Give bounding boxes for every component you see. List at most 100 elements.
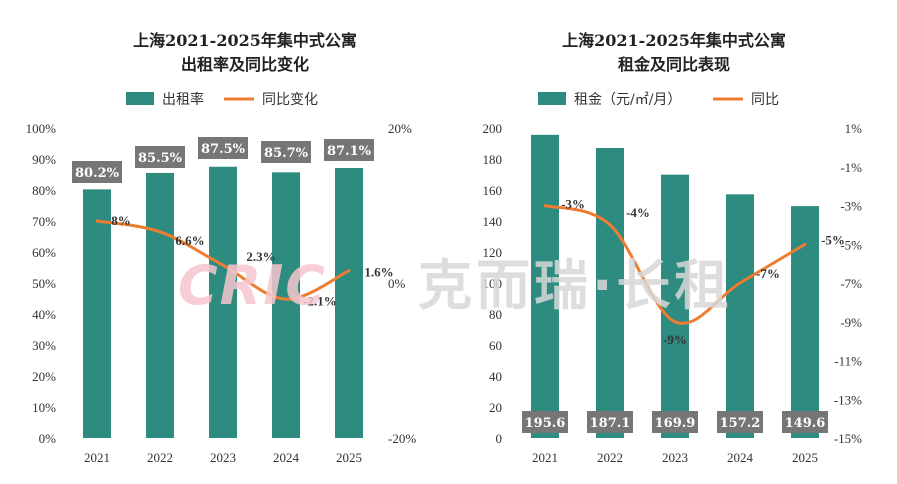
y-tick-label: 50% bbox=[32, 276, 56, 291]
bar-value-badge bbox=[72, 161, 122, 183]
bar-value-badge bbox=[522, 411, 568, 433]
y-tick-label: 90% bbox=[32, 152, 56, 167]
bar-value-label: 149.6 bbox=[785, 416, 826, 431]
y-tick-label: 80 bbox=[489, 307, 502, 322]
x-tick-label: 2021 bbox=[532, 450, 558, 465]
x-tick-label: 2024 bbox=[273, 450, 300, 465]
bar bbox=[791, 206, 819, 438]
y-tick-label: 140 bbox=[483, 214, 503, 229]
bar-value-label: 157.2 bbox=[720, 416, 761, 431]
y-tick-label: 40 bbox=[489, 369, 502, 384]
x-tick-label: 2023 bbox=[210, 450, 236, 465]
y-tick-label: 120 bbox=[483, 245, 503, 260]
y-tick-label: 100 bbox=[483, 276, 503, 291]
bar bbox=[726, 194, 754, 438]
bar-value-badge bbox=[135, 146, 185, 168]
line-value-label: 1.6% bbox=[364, 265, 393, 280]
bar-value-label: 187.1 bbox=[590, 416, 631, 431]
bar-value-label: 195.6 bbox=[525, 416, 566, 431]
bar bbox=[661, 174, 689, 438]
watermark: CRIC 克而瑞·长租 bbox=[178, 254, 733, 317]
bar bbox=[209, 166, 237, 438]
bar-value-label: 87.5% bbox=[201, 142, 246, 157]
y2-tick-label: 1% bbox=[845, 121, 863, 136]
bar bbox=[146, 172, 174, 438]
y2-tick-label: -7% bbox=[840, 276, 862, 291]
watermark-logo: CRIC bbox=[178, 254, 327, 317]
chart-title-line: 出租率及同比变化 bbox=[181, 55, 309, 74]
line-value-label: 2.3% bbox=[246, 249, 275, 264]
x-tick-label: 2025 bbox=[336, 450, 362, 465]
y-tick-label: 100% bbox=[26, 121, 57, 136]
bar bbox=[531, 134, 559, 438]
bar-value-badge bbox=[261, 141, 311, 163]
line-value-label: -3% bbox=[561, 197, 585, 212]
line-value-label: 6.6% bbox=[175, 233, 204, 248]
y2-tick-label: -20% bbox=[388, 431, 416, 446]
x-tick-label: 2022 bbox=[597, 450, 623, 465]
x-tick-label: 2021 bbox=[84, 450, 110, 465]
y2-tick-label: -11% bbox=[834, 354, 862, 369]
y2-tick-label: -13% bbox=[834, 392, 862, 407]
legend-bar-label: 出租率 bbox=[162, 91, 204, 108]
line-value-label: -7% bbox=[756, 266, 780, 281]
bar bbox=[272, 172, 300, 438]
bar-value-badge bbox=[717, 411, 763, 433]
chart-title-line: 上海2021-2025年集中式公寓 bbox=[133, 31, 357, 50]
y2-tick-label: -5% bbox=[840, 237, 862, 252]
x-tick-label: 2023 bbox=[662, 450, 688, 465]
bar-value-badge bbox=[324, 139, 374, 161]
chart-title-line: 上海2021-2025年集中式公寓 bbox=[562, 31, 786, 50]
y-tick-label: 60 bbox=[489, 338, 502, 353]
bar-value-badge bbox=[652, 411, 698, 433]
y2-tick-label: 20% bbox=[388, 121, 412, 136]
legend-bar-label: 租金（元/㎡/月） bbox=[574, 92, 681, 108]
watermark-text: 克而瑞·长租 bbox=[418, 254, 733, 317]
bar-value-label: 80.2% bbox=[75, 166, 120, 181]
y-tick-label: 0 bbox=[496, 431, 503, 446]
line-series-yoy bbox=[543, 204, 807, 325]
chart-title-line: 租金及同比表现 bbox=[618, 55, 730, 74]
y-tick-label: 40% bbox=[32, 307, 56, 322]
bar-value-label: 85.5% bbox=[138, 151, 183, 166]
bar bbox=[83, 189, 111, 438]
y-tick-label: 180 bbox=[483, 152, 503, 167]
line-series-yoy bbox=[95, 219, 351, 301]
line-value-label: 8% bbox=[111, 213, 131, 228]
y-tick-label: 0% bbox=[39, 431, 57, 446]
legend-line-label: 同比变化 bbox=[262, 92, 318, 108]
line-value-label: -2.1% bbox=[303, 293, 337, 308]
y2-tick-label: 0% bbox=[388, 276, 406, 291]
x-tick-label: 2022 bbox=[147, 450, 173, 465]
bar-value-badge bbox=[782, 411, 828, 433]
legend-bar-swatch bbox=[126, 92, 154, 105]
y2-tick-label: -3% bbox=[840, 199, 862, 214]
x-tick-label: 2025 bbox=[792, 450, 818, 465]
x-tick-label: 2024 bbox=[727, 450, 754, 465]
y2-tick-label: -9% bbox=[840, 315, 862, 330]
line-value-label: -5% bbox=[821, 232, 845, 247]
y-tick-label: 20 bbox=[489, 400, 502, 415]
y-tick-label: 20% bbox=[32, 369, 56, 384]
bar-value-label: 87.1% bbox=[327, 144, 372, 159]
y-tick-label: 200 bbox=[483, 121, 503, 136]
y-tick-label: 30% bbox=[32, 338, 56, 353]
bar-value-badge bbox=[198, 137, 248, 159]
bar bbox=[335, 167, 363, 439]
y-tick-label: 160 bbox=[483, 183, 503, 198]
bar-value-label: 85.7% bbox=[264, 146, 309, 161]
y2-tick-label: -1% bbox=[840, 160, 862, 175]
line-value-label: -4% bbox=[626, 205, 650, 220]
y-tick-label: 10% bbox=[32, 400, 56, 415]
y-tick-label: 70% bbox=[32, 214, 56, 229]
y2-tick-label: -15% bbox=[834, 431, 862, 446]
legend-line-label: 同比 bbox=[751, 92, 779, 108]
y-tick-label: 60% bbox=[32, 245, 56, 260]
bar-value-label: 169.9 bbox=[655, 416, 696, 431]
bar-value-badge bbox=[587, 411, 633, 433]
y-tick-label: 80% bbox=[32, 183, 56, 198]
line-value-label: -9% bbox=[663, 332, 687, 347]
